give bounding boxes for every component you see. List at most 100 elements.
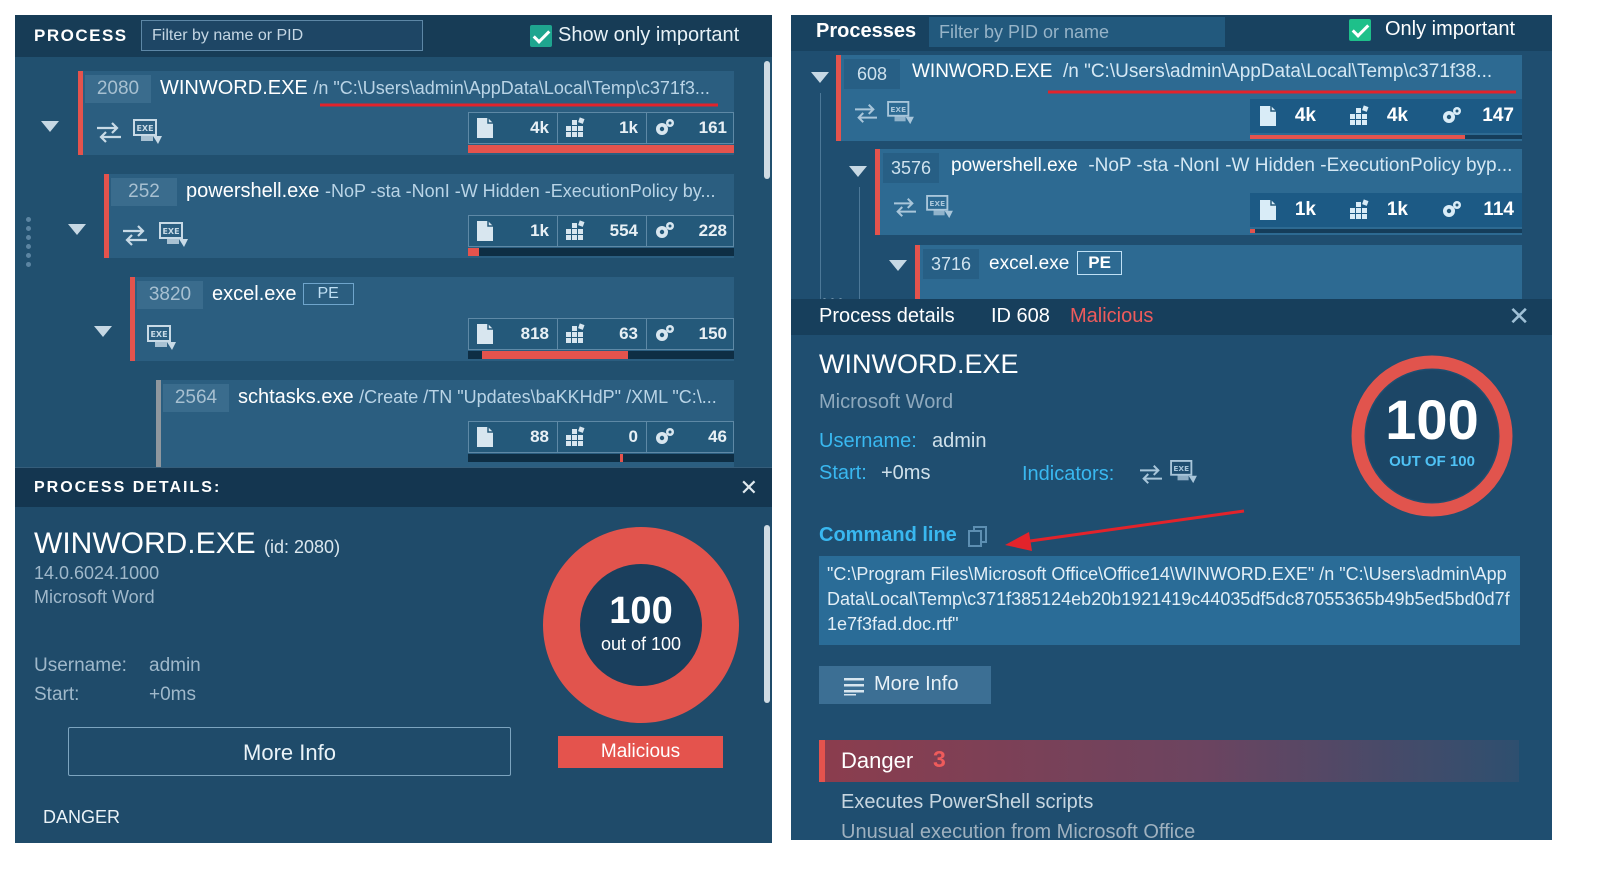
registry-icon: [1348, 199, 1370, 221]
process-stats: 818 63 150: [468, 318, 734, 350]
annotation-underline: [1048, 90, 1516, 94]
close-icon[interactable]: ✕: [739, 475, 758, 500]
scrollbar[interactable]: [764, 525, 770, 703]
only-important-toggle[interactable]: Only important: [1349, 18, 1515, 41]
process-pid: 3576: [883, 153, 939, 183]
score-value: 100: [609, 590, 673, 632]
danger-item: Executes PowerShell scripts: [841, 791, 1094, 813]
network-arrows-icon: [94, 120, 124, 144]
danger-item: Unusual execution from Microsoft Office: [841, 821, 1196, 840]
registry-icon: [564, 117, 586, 139]
score-subtitle: out of 100: [600, 634, 682, 654]
exe-icon: [146, 325, 178, 351]
filter-input[interactable]: Filter by PID or name: [929, 17, 1225, 47]
collapse-triangle-icon[interactable]: [811, 72, 829, 83]
activity-bar: [468, 454, 734, 462]
close-icon[interactable]: ✕: [1508, 301, 1530, 331]
modules-gear-icon: [653, 322, 677, 346]
activity-bar: [1250, 135, 1522, 139]
command-line-value[interactable]: "C:\Program Files\Microsoft Office\Offic…: [819, 556, 1520, 645]
exe-icon: [886, 101, 916, 125]
annotation-underline: [320, 103, 718, 107]
malicious-label: Malicious: [1070, 305, 1154, 327]
collapse-triangle-icon[interactable]: [94, 326, 112, 337]
collapse-triangle-icon[interactable]: [68, 224, 86, 235]
username-label: Username:: [819, 430, 917, 452]
username-label: Username:: [34, 655, 127, 676]
score-subtitle: OUT OF 100: [1389, 453, 1475, 470]
collapse-triangle-icon[interactable]: [41, 121, 59, 132]
file-icon: [475, 117, 495, 139]
process-pid: 2080: [85, 75, 151, 103]
process-name: powershell.exe -NoP -sta -NonI -W Hidden…: [186, 180, 716, 202]
process-details: WINWORD.EXE (id: 2080) 14.0.6024.1000 Mi…: [15, 507, 772, 843]
exe-icon: [1169, 460, 1199, 484]
process-stats: 4k 1k 161: [468, 112, 734, 144]
process-name: excel.exe PE: [989, 251, 1122, 275]
more-info-button[interactable]: More Info: [819, 666, 991, 704]
username-value: admin: [149, 655, 201, 676]
indicator-icons: [120, 222, 190, 248]
danger-section-title: DANGER: [43, 807, 121, 827]
modules-gear-icon: [653, 219, 677, 243]
more-info-button[interactable]: More Info: [68, 727, 511, 776]
exe-icon: [925, 195, 955, 219]
process-name: powershell.exe -NoP -sta -NonI -W Hidden…: [951, 155, 1513, 176]
process-row[interactable]: 3716 excel.exe PE: [915, 245, 1522, 299]
network-arrows-icon: [891, 196, 919, 218]
indicator-icons: [146, 325, 178, 351]
exe-icon: [158, 222, 190, 248]
file-icon: [475, 220, 495, 242]
left-screenshot: PROCESS Filter by name or PID Show only …: [15, 15, 772, 843]
pe-badge: PE: [1077, 251, 1122, 275]
start-value: +0ms: [881, 462, 931, 484]
process-row[interactable]: 2080 WINWORD.EXE /n "C:\Users\admin\AppD…: [78, 71, 734, 155]
process-details-header: Process details ID 608 Malicious ✕: [791, 299, 1552, 335]
modules-gear-icon: [1440, 104, 1464, 128]
collapse-triangle-icon[interactable]: [889, 260, 907, 271]
process-row[interactable]: 608 WINWORD.EXE /n "C:\Users\admin\AppDa…: [836, 55, 1522, 141]
process-row[interactable]: 252 powershell.exe -NoP -sta -NonI -W Hi…: [104, 174, 734, 258]
copy-icon[interactable]: [967, 525, 989, 549]
process-stats: 1k 1k 114: [1250, 193, 1522, 227]
process-stats: 88 0 46: [468, 421, 734, 453]
process-stats: 1k 554 228: [468, 215, 734, 247]
process-pid: 2564: [163, 384, 229, 412]
process-row[interactable]: 3576 powershell.exe -NoP -sta -NonI -W H…: [875, 149, 1522, 235]
processes-header: Processes Filter by PID or name Only imp…: [791, 15, 1552, 51]
scrollbar[interactable]: [764, 61, 770, 179]
process-pid: 3716: [923, 249, 979, 279]
filter-input[interactable]: Filter by name or PID: [141, 20, 423, 51]
collapse-triangle-icon[interactable]: [849, 166, 867, 177]
processes-title: Processes: [816, 20, 917, 42]
danger-section[interactable]: Danger 3: [819, 740, 1519, 782]
details-description: Microsoft Word: [819, 391, 954, 413]
indicator-icons: [852, 101, 916, 125]
command-line-label: Command line: [819, 524, 957, 546]
start-label: Start:: [819, 462, 867, 484]
modules-gear-icon: [653, 425, 677, 449]
indicator-icons: [891, 195, 955, 219]
checkbox-icon[interactable]: [1349, 18, 1371, 41]
process-name: WINWORD.EXE /n "C:\Users\admin\AppData\L…: [160, 77, 710, 99]
checkbox-icon[interactable]: [530, 24, 552, 47]
registry-icon: [564, 220, 586, 242]
modules-gear-icon: [653, 116, 677, 140]
file-icon: [1258, 199, 1278, 221]
details-id: ID 608: [991, 305, 1050, 327]
activity-bar: [468, 145, 734, 153]
process-name: WINWORD.EXE /n "C:\Users\admin\AppData\L…: [912, 61, 1493, 82]
annotation-arrow: [1005, 509, 1245, 551]
process-row[interactable]: 3820 excel.exe PE 818 63 150: [130, 277, 734, 361]
resize-handle[interactable]: [26, 217, 31, 267]
show-only-important-toggle[interactable]: Show only important: [530, 24, 739, 47]
file-icon: [475, 426, 495, 448]
process-row[interactable]: 2564 schtasks.exe /Create /TN "Updates\b…: [156, 380, 734, 467]
registry-icon: [564, 426, 586, 448]
details-process-name: WINWORD.EXE (id: 2080): [34, 527, 341, 560]
threat-score-ring: [543, 527, 739, 723]
registry-icon: [564, 323, 586, 345]
start-value: +0ms: [149, 684, 196, 705]
activity-tick: [620, 454, 623, 462]
details-description: Microsoft Word: [34, 587, 155, 607]
